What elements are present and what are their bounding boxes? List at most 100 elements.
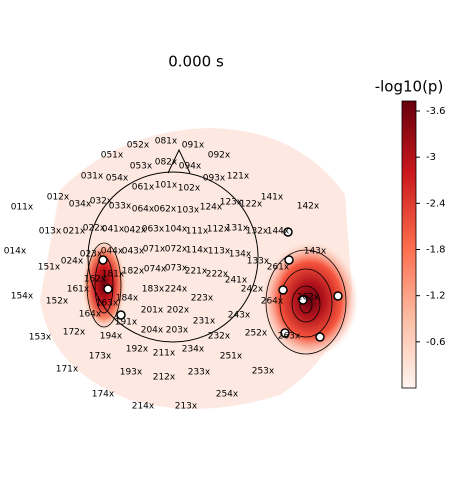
- sensor-label: 064x: [132, 205, 155, 215]
- sensor-label: 153x: [29, 333, 52, 343]
- sensor-label: 082x: [155, 158, 178, 168]
- sensor-label: 261x: [267, 263, 290, 273]
- sensor-label: 201x: [141, 306, 164, 316]
- sensor-label: 142x: [297, 202, 320, 212]
- sensor-label: 174x: [92, 390, 115, 400]
- sensor-marker: [333, 291, 343, 301]
- sensor-label: 171x: [56, 365, 79, 375]
- sensor-label: 182x: [122, 267, 145, 277]
- sensor-label: 113x: [208, 247, 231, 257]
- sensor-label: 143x: [304, 247, 327, 257]
- sensor-marker: [284, 255, 294, 265]
- sensor-label: 123x: [220, 198, 243, 208]
- sensor-label: 223x: [191, 294, 214, 304]
- sensor-label: 122x: [240, 200, 263, 210]
- sensor-label: 061x: [132, 183, 155, 193]
- sensor-label: 181x: [102, 270, 125, 280]
- field-background: [40, 128, 352, 409]
- sensor-label: 141x: [261, 193, 284, 203]
- sensor-label: 031x: [81, 172, 104, 182]
- sensor-label: 222x: [206, 270, 229, 280]
- sensor-label: 133x: [247, 257, 270, 267]
- sensor-label: 204x: [141, 326, 164, 336]
- sensor-label: 121x: [227, 172, 250, 182]
- sensor-label: 124x: [200, 203, 223, 213]
- sensor-label: 024x: [61, 257, 84, 267]
- sensor-label: 013x: [39, 227, 62, 237]
- sensor-label: 132x: [246, 227, 269, 237]
- sensor-label: 212x: [153, 373, 176, 383]
- sensor-label: 164x: [79, 310, 102, 320]
- sensor-label: 202x: [167, 306, 190, 316]
- field-blob: [82, 240, 126, 330]
- sensor-marker: [315, 332, 325, 342]
- sensor-label: 071x: [143, 245, 166, 255]
- sensor-label: 094x: [179, 162, 202, 172]
- sensor-label: 114x: [186, 246, 209, 256]
- sensor-label: 144x: [267, 227, 290, 237]
- sensor-label: 081x: [155, 137, 178, 147]
- sensor-label: 112x: [207, 225, 230, 235]
- sensor-label: 091x: [182, 141, 205, 151]
- sensor-marker: [278, 285, 288, 295]
- sensor-label: 092x: [208, 151, 231, 161]
- sensor-label: 103x: [177, 206, 200, 216]
- sensor-label: 022x: [83, 224, 106, 234]
- sensor-label: 052x: [127, 141, 150, 151]
- sensor-marker: [98, 255, 108, 265]
- sensor-label: 224x: [165, 285, 188, 295]
- sensor-label: 073x: [165, 264, 188, 274]
- significant-sensors: [98, 227, 343, 342]
- colorbar-tick-label: -1.2: [426, 291, 446, 302]
- sensor-label: 134x: [229, 250, 252, 260]
- sensor-label: 053x: [130, 162, 153, 172]
- head-outline: [87, 171, 259, 343]
- sensor-marker: [283, 227, 293, 237]
- sensor-marker: [280, 328, 290, 338]
- colorbar-tick-label: -3: [426, 152, 436, 163]
- sensor-label: 232x: [208, 332, 231, 342]
- sensor-label: 131x: [226, 224, 249, 234]
- sensor-label: 251x: [220, 352, 243, 362]
- sensor-label: 242x: [241, 285, 264, 295]
- colorbar-label: -log10(p): [375, 78, 444, 96]
- sensor-label: 032x: [90, 197, 113, 207]
- sensor-label: 231x: [193, 317, 216, 327]
- sensor-label: 102x: [178, 184, 201, 194]
- sensor-label: 233x: [188, 368, 211, 378]
- sensor-label: 203x: [166, 326, 189, 336]
- sensor-label: 263x: [278, 332, 301, 342]
- sensor-label: 044x: [101, 247, 124, 257]
- sensor-label: 072x: [165, 245, 188, 255]
- sensor-label: 154x: [11, 292, 34, 302]
- sensor-label: 033x: [109, 202, 132, 212]
- sensor-label: 184x: [116, 294, 139, 304]
- sensor-label: 034x: [69, 200, 92, 210]
- sensor-label: 161x: [67, 285, 90, 295]
- colorbar-tick-label: -0.6: [426, 337, 446, 348]
- sensor-marker: [298, 295, 308, 305]
- sensor-label: 152x: [46, 297, 69, 307]
- sensor-label: 042x: [124, 226, 147, 236]
- sensor-label: 041x: [102, 225, 125, 235]
- sensor-label: 162x: [84, 275, 107, 285]
- sensor-label: 011x: [11, 203, 34, 213]
- sensor-label: 211x: [153, 349, 176, 359]
- sensor-label: 163x: [96, 299, 119, 309]
- sensor-label: 014x: [4, 247, 27, 257]
- sensor-label: 243x: [228, 311, 251, 321]
- sensor-label: 104x: [165, 225, 188, 235]
- nose: [167, 148, 191, 174]
- sensor-label: 173x: [89, 352, 112, 362]
- sensor-label: 253x: [252, 367, 275, 377]
- sensor-label: 264x: [261, 297, 284, 307]
- colorbar-tick-label: -3.6: [426, 106, 446, 117]
- sensor-label: 151x: [38, 263, 61, 273]
- sensor-marker: [116, 310, 126, 320]
- sensor-label: 193x: [120, 368, 143, 378]
- sensor-label: 101x: [155, 181, 178, 191]
- sensor-label: 043x: [122, 247, 145, 257]
- sensor-label: 194x: [100, 332, 123, 342]
- sensor-marker: [103, 284, 113, 294]
